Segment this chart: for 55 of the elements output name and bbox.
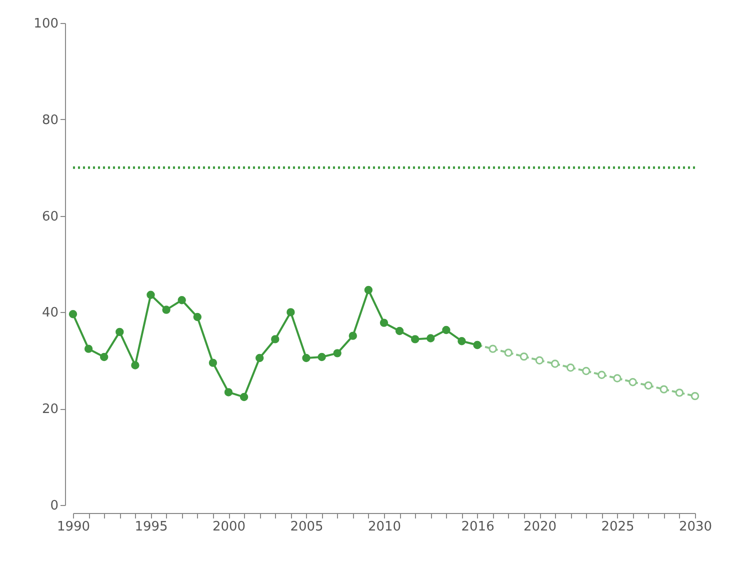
x-tick-label: 2025 xyxy=(601,520,634,534)
point xyxy=(178,296,186,304)
point xyxy=(504,348,513,357)
point xyxy=(131,361,140,370)
point xyxy=(628,378,637,386)
point xyxy=(146,290,155,299)
point xyxy=(395,326,404,336)
point xyxy=(660,385,668,394)
point xyxy=(240,392,248,402)
point xyxy=(458,337,466,346)
point xyxy=(535,356,544,364)
point xyxy=(598,370,606,379)
point xyxy=(271,335,280,344)
x-tick-label: 2010 xyxy=(368,520,402,534)
point xyxy=(675,388,684,397)
point xyxy=(318,352,326,362)
x-tick-label: 2020 xyxy=(523,520,557,534)
point xyxy=(582,366,590,376)
x-tick-label: 2000 xyxy=(212,520,246,534)
y-tick-label: 40 xyxy=(42,306,58,321)
point xyxy=(566,364,575,372)
point xyxy=(488,344,497,353)
point xyxy=(613,374,622,382)
point xyxy=(364,286,373,294)
point xyxy=(442,326,450,334)
point xyxy=(255,354,264,362)
x-tick-label: 2005 xyxy=(290,520,324,534)
point xyxy=(224,388,233,396)
point xyxy=(380,318,388,327)
point xyxy=(193,312,202,322)
point xyxy=(690,392,700,400)
point xyxy=(162,306,170,314)
point xyxy=(84,344,93,353)
point xyxy=(208,358,218,367)
y-tick-label: 60 xyxy=(42,209,58,224)
y-tick-label: 20 xyxy=(42,402,58,418)
point xyxy=(644,381,652,390)
y-tick-label: 100 xyxy=(34,16,58,32)
x-tick-label: 2030 xyxy=(678,520,712,534)
point xyxy=(68,310,78,318)
y-tick-label: 0 xyxy=(50,498,58,514)
point xyxy=(348,332,358,340)
point xyxy=(410,335,420,344)
x-tick-label: 1995 xyxy=(134,520,168,534)
y-tick-label: 80 xyxy=(42,112,58,128)
point xyxy=(520,352,528,361)
point xyxy=(286,308,295,316)
point xyxy=(550,360,560,368)
x-tick-label: 2016 xyxy=(461,520,494,534)
point xyxy=(426,334,435,342)
point xyxy=(116,328,124,336)
x-tick-label: 1990 xyxy=(56,520,90,534)
point xyxy=(302,354,310,362)
point xyxy=(333,349,342,358)
point xyxy=(100,352,108,362)
